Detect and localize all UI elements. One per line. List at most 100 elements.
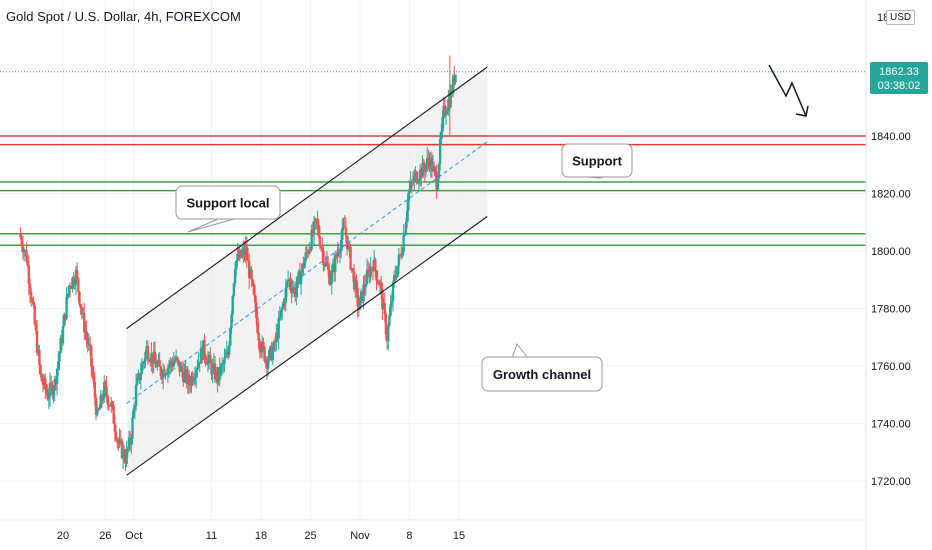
candle-body xyxy=(34,323,38,331)
candle-body xyxy=(436,178,439,191)
candle-body xyxy=(32,301,35,306)
candle-body xyxy=(31,300,34,302)
last-price-tag: 1862.33 03:38:02 xyxy=(870,62,928,94)
candle-body xyxy=(163,369,166,376)
time-axis[interactable]: 20 26 Oct 11 18 25 Nov 8 15 xyxy=(0,519,866,542)
channel-upper-line xyxy=(126,66,488,330)
candle-body xyxy=(277,318,280,339)
price-tag-box xyxy=(870,62,928,94)
candle-body xyxy=(404,221,408,235)
candle-body xyxy=(308,249,311,254)
candle-body xyxy=(316,219,319,225)
price-tick-label: 1840.00 xyxy=(871,131,911,143)
candle-body xyxy=(98,407,101,410)
candle-body xyxy=(29,292,33,301)
callout-box xyxy=(175,185,281,220)
candle-body xyxy=(365,269,369,284)
candle-body xyxy=(279,309,283,317)
candle-body xyxy=(454,74,457,83)
candle-body xyxy=(191,375,194,382)
currency-button[interactable]: USD xyxy=(886,10,916,25)
candle-body xyxy=(111,402,114,406)
candle-body xyxy=(232,283,236,296)
candle-body xyxy=(26,261,29,266)
candle-body xyxy=(33,305,36,324)
candle-body xyxy=(51,384,54,396)
candle-body xyxy=(105,386,108,397)
candle-body xyxy=(446,111,449,114)
candle-body xyxy=(206,359,210,365)
candle-body xyxy=(282,301,285,308)
candle-body xyxy=(246,259,250,261)
candle-body xyxy=(281,307,284,310)
candle-body xyxy=(50,382,53,385)
candle-body xyxy=(40,374,43,382)
candle-body xyxy=(183,372,186,383)
candle-body xyxy=(405,210,409,222)
candle-body xyxy=(83,312,86,333)
channel-mid-line xyxy=(126,141,488,404)
candle-body xyxy=(411,182,415,184)
candle-body xyxy=(255,302,258,318)
candle-body xyxy=(59,338,62,354)
candle-body xyxy=(196,367,199,371)
candle-body xyxy=(67,285,71,295)
candle-body xyxy=(434,169,437,174)
candle-body xyxy=(77,277,80,292)
candle-body xyxy=(384,313,388,335)
price-axis[interactable]: 1720.00 1740.00 1760.00 1780.00 1800.00 1820.… xyxy=(865,0,911,550)
candle-body xyxy=(343,226,346,228)
candle-body xyxy=(440,131,443,140)
time-tick-label: 8 xyxy=(406,530,412,542)
candle-body xyxy=(284,287,287,304)
candle-body xyxy=(39,365,42,375)
candle-body xyxy=(438,139,442,164)
candle-body xyxy=(219,365,223,376)
candle-body xyxy=(376,280,379,283)
candle-body xyxy=(395,276,398,278)
candle-body xyxy=(443,105,447,116)
candle-body xyxy=(364,283,368,288)
candle-body xyxy=(409,182,412,190)
candle-body xyxy=(328,269,331,285)
time-tick-label: 25 xyxy=(304,530,316,542)
candle-body xyxy=(256,317,259,333)
candle-body xyxy=(416,182,419,184)
candle-body xyxy=(203,340,206,357)
candle-body xyxy=(149,361,152,363)
candle-body xyxy=(427,158,430,162)
candle-body xyxy=(392,275,396,283)
candle-body xyxy=(75,269,79,278)
candle-body xyxy=(258,340,262,352)
candle-body xyxy=(229,328,232,346)
candle-body xyxy=(159,366,163,377)
candle-body xyxy=(146,345,150,360)
candle-body xyxy=(230,314,233,329)
candle-body xyxy=(131,417,134,439)
candle-body xyxy=(381,288,384,310)
candle-body xyxy=(253,294,257,303)
candle-body xyxy=(62,314,66,326)
candle-body xyxy=(38,349,41,366)
candle-body xyxy=(28,283,32,293)
candle-body xyxy=(415,171,418,183)
candle-body xyxy=(166,367,170,374)
candle-body xyxy=(349,246,352,269)
growth-channel-lines xyxy=(126,66,488,476)
callout-box xyxy=(561,143,633,178)
callout-text: Support xyxy=(572,154,622,169)
candle-body xyxy=(387,325,390,342)
candle-body xyxy=(47,396,51,400)
candle-body xyxy=(100,395,104,401)
candle-body xyxy=(224,356,227,358)
candle-body xyxy=(222,363,225,365)
candle-body xyxy=(192,378,196,382)
candle-body xyxy=(80,308,84,314)
candle-body xyxy=(380,282,383,289)
callout-text: Growth channel xyxy=(493,367,591,382)
candle-body xyxy=(417,180,421,183)
callout-text: Support local xyxy=(186,196,269,211)
callout-support: Support xyxy=(561,143,633,179)
channel-area xyxy=(126,67,488,476)
